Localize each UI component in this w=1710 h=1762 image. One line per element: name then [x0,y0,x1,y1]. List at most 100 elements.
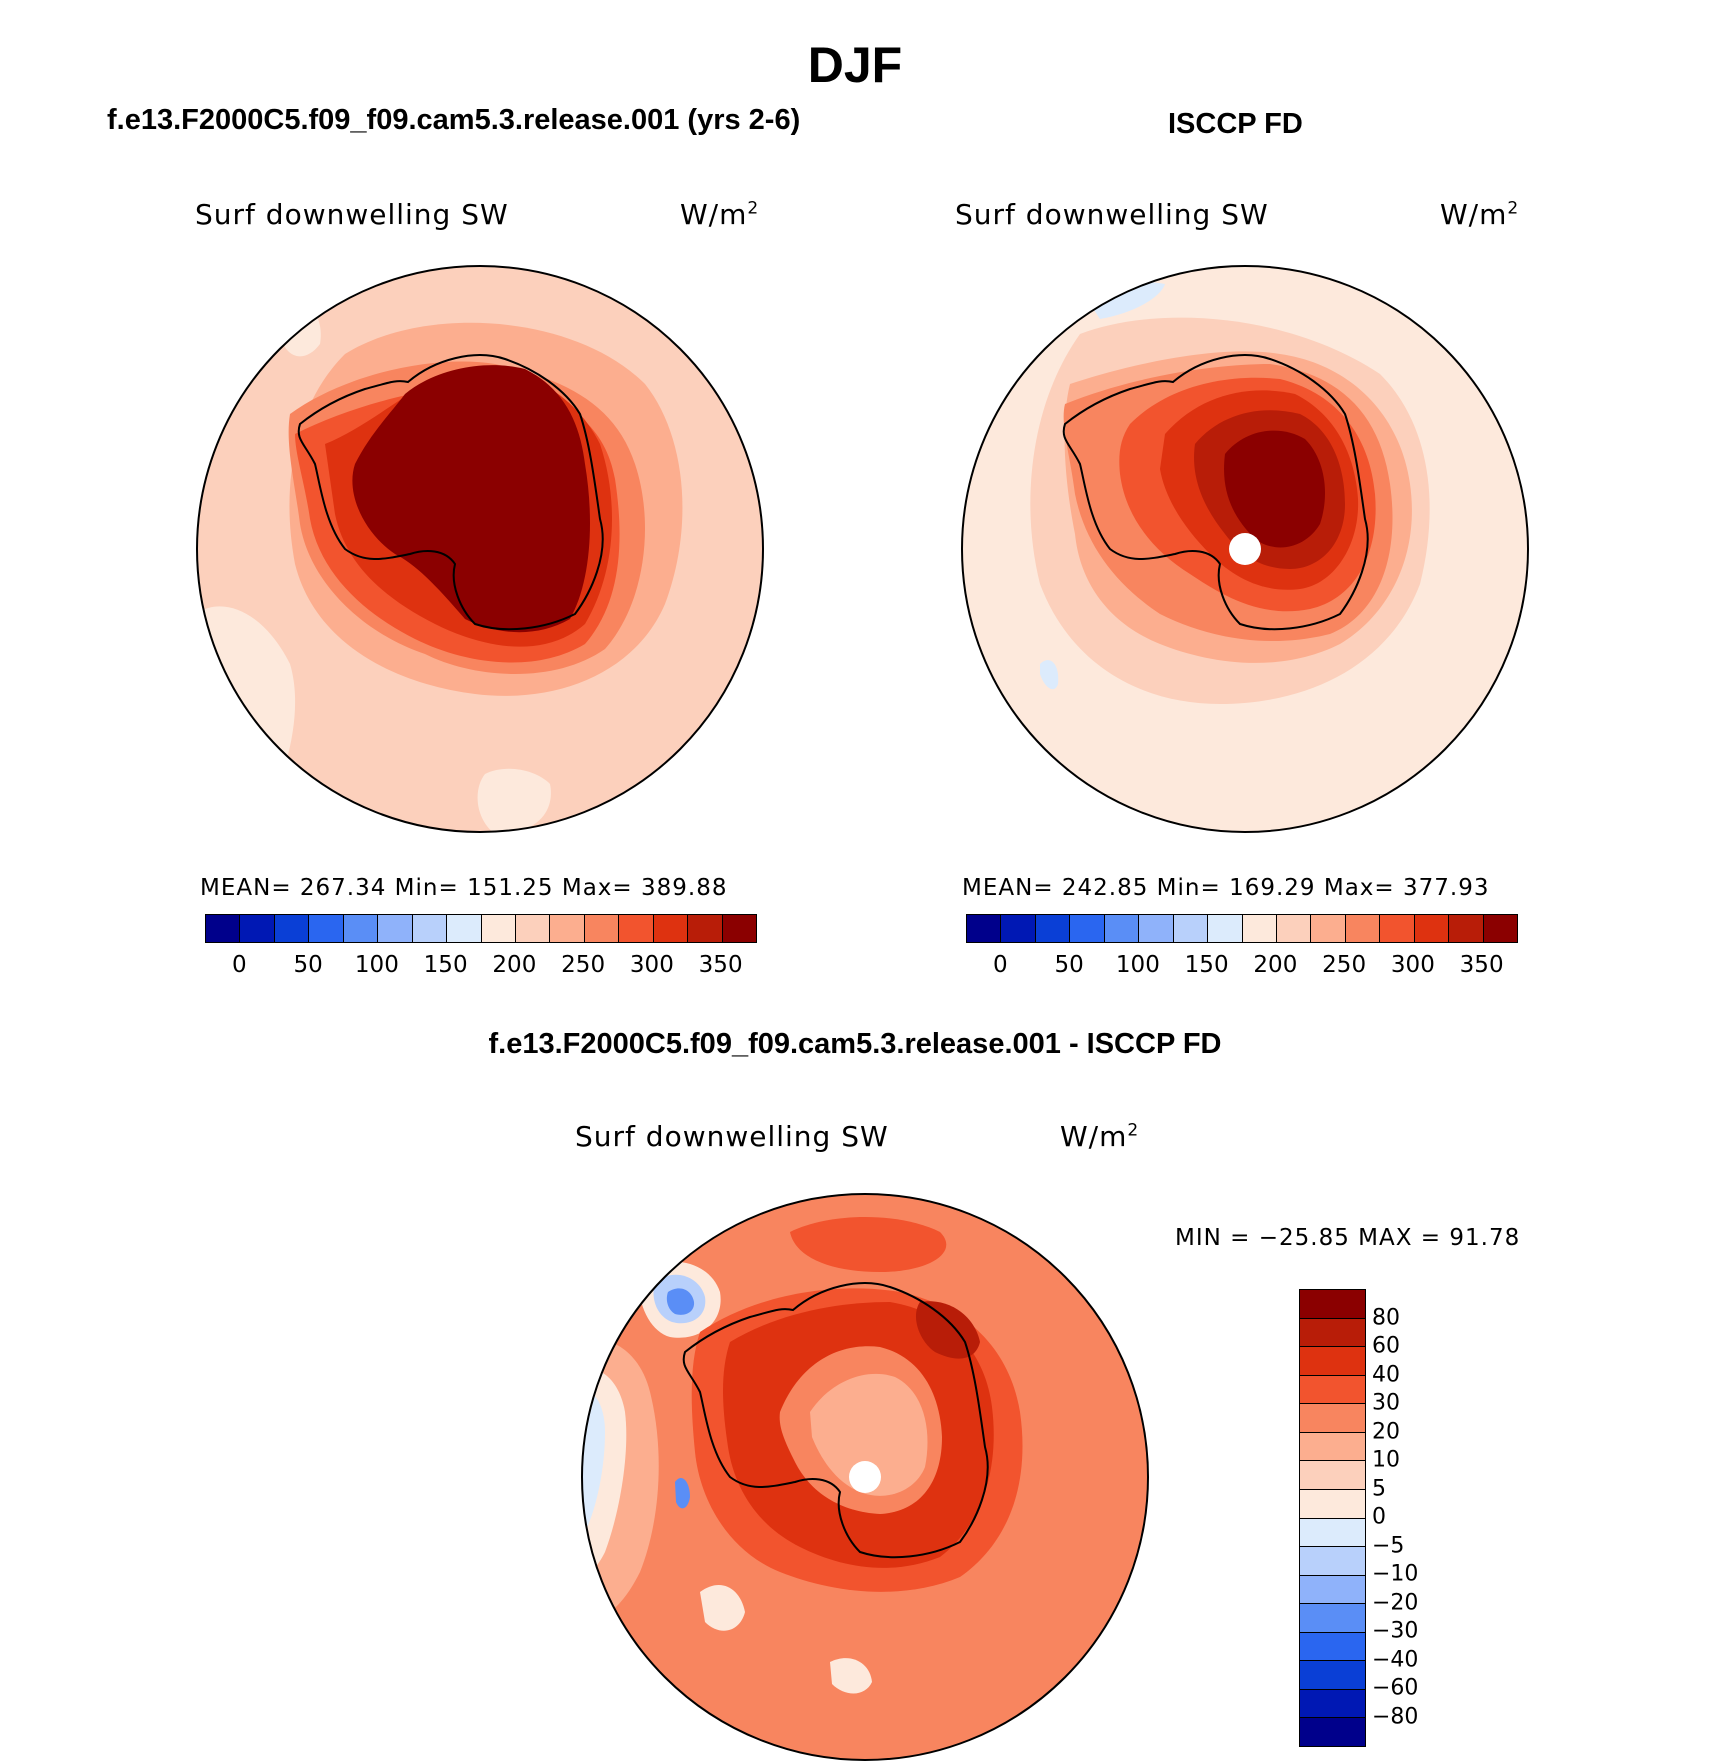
panel3-variable: Surf downwelling SW [575,1120,889,1153]
colorbar-swatch [1300,1489,1365,1519]
model-polar-map [196,265,764,833]
colorbar-swatch [1483,915,1517,942]
panel3-stats: MIN = −25.85 MAX = 91.78 [1175,1225,1521,1251]
colorbar-tick-label: 200 [492,952,537,978]
colorbar-swatch [1311,915,1346,942]
map3-region-40-n [790,1217,947,1272]
colorbar-swatch [240,915,275,942]
colorbar-swatch [1300,1318,1365,1348]
colorbar-tick-label: −80 [1372,1704,1419,1729]
colorbar-swatch [1300,1347,1365,1376]
colorbar-tick-label: −30 [1372,1618,1419,1644]
colorbar-swatch [206,915,241,942]
colorbar-tick-label: 30 [1372,1390,1400,1416]
colorbar-swatch [1300,1689,1365,1719]
colorbar-tick-label: 300 [1390,952,1435,978]
map2-pole-hole [1229,533,1261,565]
map1-coastline [297,354,604,631]
colorbar-swatch [1070,915,1105,942]
page-title: DJF [807,37,903,93]
colorbar-swatch [967,915,1002,942]
colorbar-tick-label: 0 [1372,1504,1386,1530]
colorbar-tick-label: 60 [1372,1333,1400,1359]
colorbar-tick-label: 150 [423,952,468,978]
colorbar-swatch [1139,915,1174,942]
model-colorbar-ticks: 0 50 100 150 200 250 300 350 [205,952,755,982]
map2-region-blue-w [1040,660,1059,690]
difference-colorbar [1299,1289,1366,1747]
colorbar-swatch [1104,915,1140,942]
colorbar-swatch [343,915,379,942]
map3-region-neg20-w [675,1477,690,1509]
panel1-units: W/m2 [680,198,760,231]
isccp-colorbar-ticks: 0 50 100 150 200 250 300 350 [966,952,1516,982]
map3-region-60-n [915,1301,980,1359]
colorbar-tick-label: 0 [232,952,247,978]
panel3-heading: f.e13.F2000C5.f09_f09.cam5.3.release.001… [488,1028,1222,1060]
colorbar-swatch [722,915,756,942]
panel2-heading: ISCCP FD [1168,108,1303,140]
colorbar-swatch [1242,915,1277,942]
colorbar-swatch [1035,915,1071,942]
map2-coastline [1062,354,1369,631]
colorbar-swatch [1414,915,1450,942]
colorbar-tick-label: 20 [1372,1419,1400,1444]
colorbar-tick-label: 50 [1054,952,1084,978]
colorbar-tick-label: 350 [698,952,743,978]
colorbar-swatch [584,915,620,942]
colorbar-tick-label: −40 [1372,1647,1419,1672]
colorbar-swatch [1300,1632,1365,1662]
panel1-heading: f.e13.F2000C5.f09_f09.cam5.3.release.001… [107,104,801,136]
colorbar-swatch [1300,1518,1365,1548]
colorbar-tick-label: −20 [1372,1590,1419,1615]
colorbar-swatch [653,915,689,942]
colorbar-tick-label: 300 [629,952,674,978]
colorbar-swatch [1300,1661,1365,1690]
colorbar-tick-label: 100 [354,952,399,978]
panel2-variable: Surf downwelling SW [955,198,1269,231]
map3-region-neg30-nw [666,1288,695,1315]
colorbar-tick-label: 250 [561,952,606,978]
colorbar-swatch [1300,1375,1365,1405]
model-colorbar [205,914,757,943]
colorbar-tick-label: 0 [993,952,1008,978]
colorbar-swatch [619,915,654,942]
colorbar-swatch [1300,1604,1365,1633]
colorbar-tick-label: 80 [1372,1305,1400,1330]
colorbar-swatch [1449,915,1484,942]
colorbar-swatch [447,915,482,942]
colorbar-swatch [515,915,551,942]
map3-pole-hole [849,1461,881,1493]
colorbar-tick-label: 250 [1322,952,1367,978]
colorbar-swatch [688,915,723,942]
colorbar-tick-label: 5 [1372,1476,1386,1501]
colorbar-swatch [309,915,344,942]
colorbar-swatch [1173,915,1209,942]
colorbar-swatch [1300,1718,1365,1746]
map1-region-375 [352,365,590,633]
isccp-colorbar [966,914,1518,943]
colorbar-swatch [1276,915,1312,942]
colorbar-swatch [1208,915,1243,942]
panel3-units: W/m2 [1060,1120,1140,1153]
colorbar-swatch [274,915,310,942]
map3-region-5-s [830,1658,872,1694]
map3-region-5-sw [700,1584,745,1631]
colorbar-tick-label: 40 [1372,1362,1400,1387]
map1-region-200-nw [280,301,321,357]
isccp-polar-map [961,265,1529,833]
colorbar-swatch [412,915,448,942]
colorbar-swatch [550,915,585,942]
map3-region-10-inner [810,1373,928,1496]
colorbar-tick-label: 350 [1459,952,1504,978]
colorbar-swatch [481,915,516,942]
colorbar-tick-label: −5 [1372,1533,1405,1558]
colorbar-swatch [1345,915,1381,942]
colorbar-tick-label: −60 [1372,1675,1419,1701]
colorbar-swatch [378,915,413,942]
difference-polar-map [581,1193,1149,1761]
colorbar-tick-label: 200 [1253,952,1298,978]
colorbar-swatch [1001,915,1036,942]
colorbar-swatch [1300,1547,1365,1576]
colorbar-swatch [1380,915,1415,942]
